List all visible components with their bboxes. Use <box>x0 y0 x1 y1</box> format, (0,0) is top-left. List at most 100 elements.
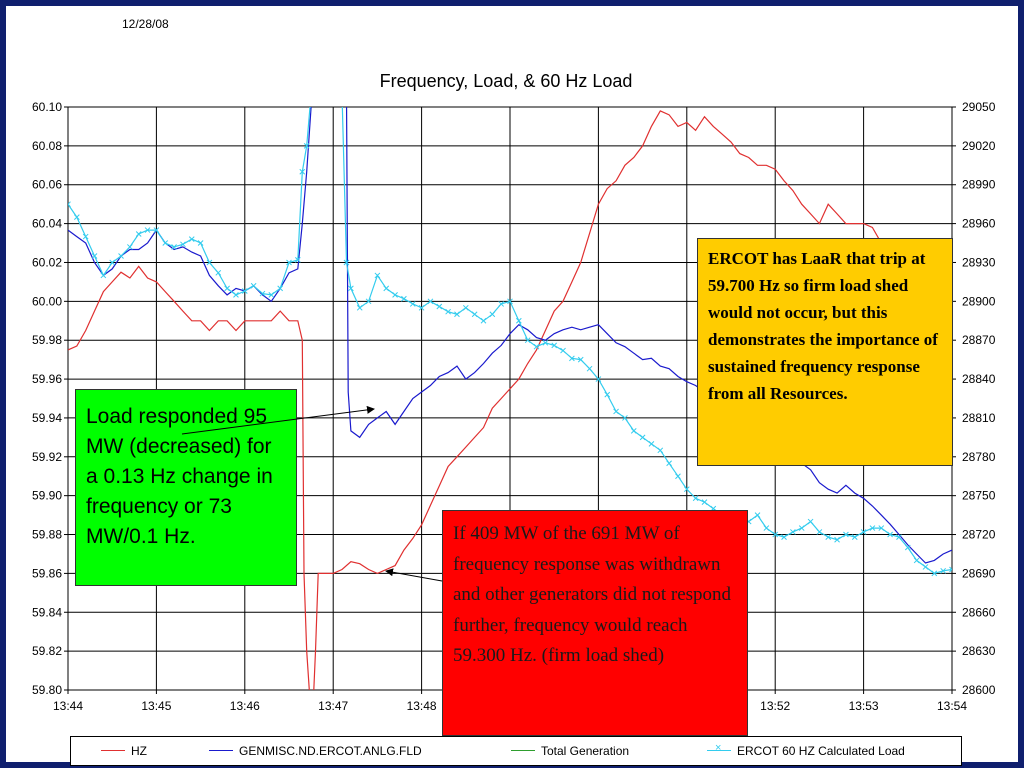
series-point <box>560 347 566 354</box>
series-point <box>144 227 151 233</box>
y-right-tick-label: 29020 <box>962 139 996 153</box>
series-point <box>887 531 893 538</box>
y-right-tick-label: 28930 <box>962 255 996 269</box>
series-point <box>68 201 71 208</box>
series-point <box>73 214 80 220</box>
x-tick-label: 13:47 <box>318 699 348 713</box>
series-point <box>524 337 531 344</box>
legend-label: Total Generation <box>541 744 630 758</box>
y-left-tick-label: 60.04 <box>32 217 62 231</box>
legend-marker: × <box>715 742 722 755</box>
series-point <box>551 342 558 349</box>
y-left-tick-label: 60.08 <box>32 139 62 153</box>
series-point <box>807 518 814 525</box>
legend-swatch <box>101 750 125 752</box>
series-point <box>427 298 434 305</box>
series-point <box>188 236 195 243</box>
y-left-tick-label: 59.86 <box>32 566 62 580</box>
y-left-tick-label: 60.02 <box>32 255 62 269</box>
series-point <box>241 288 248 294</box>
series-point <box>309 92 314 97</box>
series-point <box>542 339 549 346</box>
series-point <box>604 391 611 398</box>
series-point <box>896 534 902 540</box>
series-point <box>515 317 522 324</box>
series-point <box>127 244 133 250</box>
series-point <box>701 499 708 505</box>
series-point <box>834 536 840 543</box>
series-point <box>878 525 885 531</box>
series-point <box>790 529 796 535</box>
series-point <box>869 525 876 531</box>
y-right-tick-label: 28660 <box>962 605 996 619</box>
series-point <box>498 301 505 307</box>
series-point <box>401 295 407 302</box>
y-right-tick-label: 28630 <box>962 644 996 658</box>
y-right-tick-label: 28960 <box>962 217 996 231</box>
series-point <box>825 534 832 540</box>
series-point <box>533 343 540 350</box>
callout-frequency-withdrawal: If 409 MW of the 691 MW of frequency res… <box>442 510 748 736</box>
series-point <box>445 308 451 315</box>
series-point <box>233 292 239 298</box>
series-point <box>215 269 222 276</box>
y-right-tick-label: 28720 <box>962 528 996 542</box>
x-tick-label: 13:45 <box>141 699 171 713</box>
series-point <box>851 534 858 540</box>
series-point <box>259 290 266 297</box>
series-point <box>781 534 787 540</box>
y-left-tick-label: 60.10 <box>32 100 62 114</box>
series-point <box>206 259 213 266</box>
series-point <box>816 529 823 535</box>
x-tick-label: 13:44 <box>53 699 83 713</box>
series-point <box>340 92 345 97</box>
series-point <box>180 241 186 248</box>
series-point <box>462 304 469 311</box>
y-right-tick-label: 29050 <box>962 100 996 114</box>
series-point <box>118 253 124 259</box>
series-point <box>798 525 805 531</box>
y-left-tick-label: 59.94 <box>32 411 62 425</box>
y-left-tick-label: 59.98 <box>32 333 62 347</box>
series-point <box>383 285 390 292</box>
series-point <box>657 447 664 454</box>
series-point <box>577 356 584 363</box>
series-point <box>197 240 204 246</box>
series-point <box>922 564 929 570</box>
legend-swatch <box>209 750 233 752</box>
series-point <box>595 376 602 382</box>
chart-title: Frequency, Load, & 60 Hz Load <box>380 71 633 91</box>
series-point <box>418 304 425 311</box>
series-point <box>683 486 690 493</box>
x-tick-label: 13:53 <box>849 699 879 713</box>
y-left-tick-label: 59.90 <box>32 489 62 503</box>
series-point <box>613 408 619 415</box>
series-point <box>348 285 354 292</box>
x-tick-label: 13:46 <box>230 699 260 713</box>
series-point <box>507 298 513 305</box>
series-point <box>392 292 398 298</box>
series-point <box>171 244 177 250</box>
series-point <box>949 566 952 573</box>
slide-date: 12/28/08 <box>122 17 169 31</box>
series-point <box>91 253 98 259</box>
series-point <box>268 292 275 298</box>
series-point <box>648 440 655 447</box>
legend-label: HZ <box>131 744 147 758</box>
legend: HZ GENMISC.ND.ERCOT.ANLG.FLD Total Generat… <box>70 736 962 766</box>
series-point <box>622 415 628 421</box>
series-point <box>365 298 372 305</box>
y-left-tick-label: 59.80 <box>32 683 62 697</box>
series-point <box>277 285 284 292</box>
legend-item: HZ <box>101 744 147 758</box>
y-right-tick-label: 28690 <box>962 566 996 580</box>
series-point <box>675 473 681 480</box>
series-point <box>480 317 487 324</box>
series-point <box>471 311 478 318</box>
series-point <box>860 529 867 535</box>
series-point <box>630 428 637 434</box>
y-left-tick-label: 59.88 <box>32 528 62 542</box>
series-point <box>224 285 230 292</box>
y-left-tick-label: 59.96 <box>32 372 62 386</box>
series-point <box>666 460 672 467</box>
